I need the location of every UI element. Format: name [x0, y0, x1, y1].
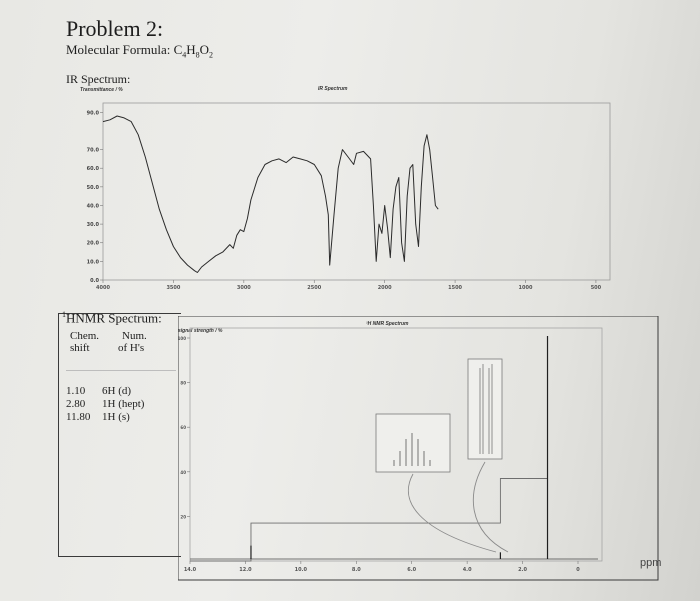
nmr-row: 2.80 1H (hept) [66, 398, 145, 410]
ir-x-tick-label: 3500 [166, 285, 180, 291]
ir-spectrum-label: IR Spectrum: [66, 72, 131, 86]
ir-x-tick-label: 1500 [448, 285, 462, 291]
formula-value: C4H8O2 [173, 42, 214, 60]
ir-x-tick-label: 2000 [378, 285, 392, 291]
ir-x-tick-label: 3000 [237, 285, 251, 291]
ir-y-tick-label: 10.0 [87, 259, 100, 265]
ir-y-tick-label: 0.0 [90, 278, 99, 284]
nmr-row: 11.80 1H (s) [66, 411, 130, 423]
nmr-spectrum-title: 1HNMR Spectrum: [62, 310, 162, 326]
inset-connector [408, 473, 497, 553]
ir-y-axis-label: Transmittance / % [80, 87, 123, 93]
nmr-outer-frame [178, 316, 659, 581]
ir-graph-title: IR Spectrum [318, 86, 348, 92]
inset-connector [472, 461, 509, 553]
nmr-x-tick-label: 4.0 [463, 567, 472, 573]
ir-y-tick-label: 60.0 [87, 166, 100, 172]
nmr-col-shift-header: Chem. shift [70, 330, 100, 354]
ir-y-tick-label: 20.0 [87, 241, 100, 247]
nmr-x-tick-label: 2.0 [518, 567, 527, 573]
ir-y-tick-label: 40.0 [87, 203, 100, 209]
inset-frame [375, 413, 451, 473]
nmr-inset-doublet [467, 358, 509, 553]
nmr-x-tick-label: 8.0 [352, 567, 361, 573]
ir-x-tick-label: 1000 [519, 285, 533, 291]
nmr-x-tick-label: 14.0 [184, 567, 197, 573]
nmr-col-count-header: Num. of H's [118, 330, 147, 354]
ir-x-tick-label: 4000 [96, 285, 110, 291]
ir-x-tick-label: 2500 [307, 285, 321, 291]
nmr-y-tick-label: 100 [178, 336, 186, 341]
nmr-inset-septet [375, 413, 497, 553]
ir-y-tick-label: 90.0 [87, 110, 100, 116]
nmr-x-tick-label: 0 [576, 567, 580, 573]
ir-y-tick-label: 70.0 [87, 148, 100, 154]
ppm-unit-label: ppm [640, 557, 662, 569]
nmr-plot-frame [189, 327, 603, 562]
ir-y-tick-label: 50.0 [87, 185, 100, 191]
nmr-row: 1.10 6H (d) [66, 385, 132, 397]
nmr-data-table [58, 313, 181, 557]
ir-x-tick-label: 500 [591, 285, 602, 291]
nmr-y-axis-label: signal strength / % [178, 328, 223, 334]
problem-title: Problem 2: [66, 16, 164, 41]
nmr-x-tick-label: 6.0 [407, 567, 416, 573]
table-divider [66, 370, 176, 371]
nmr-x-tick-label: 10.0 [295, 567, 308, 573]
molecular-formula: Molecular Formula: C4H8O2 [66, 42, 213, 60]
inset-frame [467, 358, 503, 460]
nmr-y-tick-label: 60 [180, 425, 186, 430]
nmr-x-tick-label: 12.0 [239, 567, 252, 573]
formula-label: Molecular Formula: [66, 42, 171, 57]
nmr-graph-title: ¹H NMR Spectrum [366, 321, 409, 327]
ir-spectrum-line [102, 115, 439, 273]
nmr-y-tick-label: 80 [180, 381, 186, 386]
nmr-y-tick-label: 20 [180, 514, 186, 519]
nmr-y-tick-label: 40 [180, 470, 186, 475]
ir-y-tick-label: 30.0 [87, 222, 100, 228]
ir-plot-frame [102, 102, 611, 281]
nmr-spectrum-chart: 100 80 60 40 20 14.0 12.0 10.0 8.0 6.0 4.0 2.0 0 [178, 316, 659, 581]
